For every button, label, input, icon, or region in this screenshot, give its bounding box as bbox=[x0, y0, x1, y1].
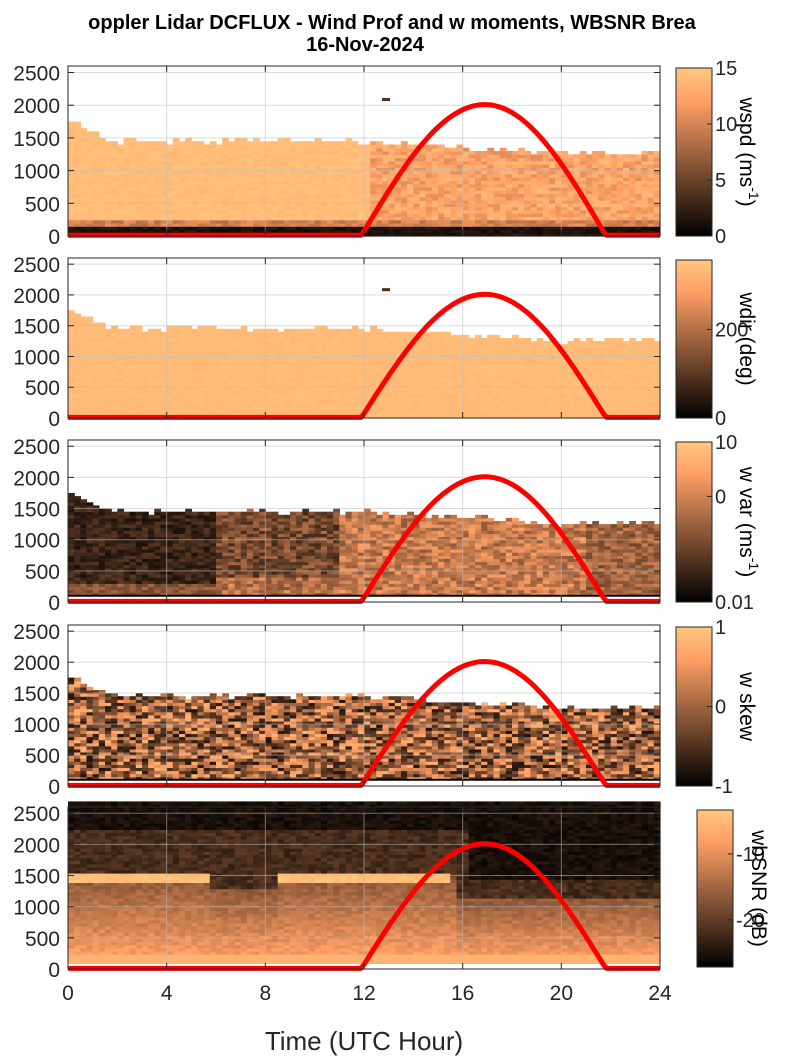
y-tick-label: 1000 bbox=[13, 530, 60, 553]
x-tick-label: 4 bbox=[161, 982, 173, 1005]
x-tick-label: 20 bbox=[550, 982, 573, 1005]
colorbar-tick-label: 10 bbox=[715, 114, 737, 136]
y-tick-label: 2500 bbox=[13, 63, 60, 86]
colorbar-tick-label: 0 bbox=[715, 697, 726, 719]
colorbar bbox=[675, 259, 713, 419]
y-tick-label: 2500 bbox=[13, 436, 60, 459]
y-tick-label: 1000 bbox=[13, 897, 60, 920]
colorbar bbox=[675, 441, 713, 603]
colorbar bbox=[696, 809, 734, 968]
y-tick-label: 1500 bbox=[13, 128, 60, 151]
colorbar-tick-label: 0.01 bbox=[715, 592, 754, 614]
panel-2: 0 500 1000 1500 2000 2500 0.01 0 10 w var (ms-1) bbox=[13, 432, 762, 615]
y-tick-label: 1500 bbox=[13, 683, 60, 706]
y-tick-label: 1000 bbox=[13, 714, 60, 737]
y-tick-label: 2000 bbox=[13, 467, 60, 490]
y-tick-label: 500 bbox=[25, 928, 60, 951]
y-tick-label: 0 bbox=[48, 959, 60, 982]
y-tick-label: 1500 bbox=[13, 499, 60, 522]
colorbar-label: w var (ms-1) bbox=[735, 466, 762, 577]
heatmap-cells bbox=[68, 121, 661, 237]
colorbar-tick-label: 200 bbox=[715, 320, 748, 342]
panel-3: 0 500 1000 1500 2000 2500 -1 0 1 w skew bbox=[13, 617, 758, 799]
colorbar bbox=[675, 67, 713, 237]
y-tick-label: 2500 bbox=[13, 254, 60, 277]
y-tick-label: 500 bbox=[25, 561, 60, 584]
heatmap-cells bbox=[68, 493, 661, 597]
x-tick-label: 0 bbox=[62, 982, 74, 1005]
colorbar-tick-label: 0 bbox=[715, 226, 726, 248]
y-tick-label: 1500 bbox=[13, 866, 60, 889]
x-tick-label: 24 bbox=[648, 982, 672, 1005]
y-tick-label: 0 bbox=[48, 592, 60, 615]
x-axis-label: Time (UTC Hour) bbox=[265, 1026, 463, 1056]
x-tick-label: 16 bbox=[451, 982, 474, 1005]
y-tick-label: 500 bbox=[25, 377, 60, 400]
colorbar-tick-label: -1 bbox=[715, 776, 733, 798]
y-tick-label: 0 bbox=[48, 226, 60, 249]
figure-title: oppler Lidar DCFLUX - Wind Prof and w mo… bbox=[88, 12, 696, 34]
colorbar-label: wdir (deg) bbox=[735, 291, 758, 385]
x-tick-label: 12 bbox=[352, 982, 375, 1005]
colorbar-tick-label: -10 bbox=[736, 844, 765, 866]
isolated-sample bbox=[382, 288, 390, 292]
y-tick-label: 1000 bbox=[13, 161, 60, 184]
colorbar-label: wbSNR (dB) bbox=[747, 829, 770, 947]
colorbar-tick-label: 0 bbox=[715, 408, 726, 430]
colorbar bbox=[675, 626, 713, 787]
heatmap-cells bbox=[68, 677, 661, 781]
y-tick-label: 500 bbox=[25, 193, 60, 216]
panel-4: 0 500 1000 1500 2000 2500 0 4 8 12 16 20 24 -20 -10wbS… bbox=[13, 801, 770, 1005]
figure-date: 16-Nov-2024 bbox=[306, 34, 424, 56]
y-tick-label: 1000 bbox=[13, 346, 60, 369]
colorbar-tick-label: -20 bbox=[736, 910, 765, 932]
y-tick-label: 0 bbox=[48, 408, 60, 431]
x-tick-label: 8 bbox=[259, 982, 271, 1005]
colorbar-label: w skew bbox=[735, 671, 758, 742]
y-tick-label: 2000 bbox=[13, 652, 60, 675]
colorbar-tick-label: 10 bbox=[715, 432, 737, 454]
y-tick-label: 2000 bbox=[13, 285, 60, 308]
y-tick-label: 2000 bbox=[13, 95, 60, 118]
panel-0: 0 500 1000 1500 2000 2500 0 5 10 15 wspd (ms-1) bbox=[13, 58, 762, 249]
heatmap-cells bbox=[68, 801, 661, 964]
y-tick-label: 2000 bbox=[13, 834, 60, 857]
y-tick-label: 500 bbox=[25, 745, 60, 768]
y-tick-label: 2500 bbox=[13, 803, 60, 826]
colorbar-tick-label: 0 bbox=[715, 486, 726, 508]
y-tick-label: 0 bbox=[48, 776, 60, 799]
y-tick-label: 1500 bbox=[13, 316, 60, 339]
colorbar-label: wspd (ms-1) bbox=[735, 96, 762, 206]
y-tick-label: 2500 bbox=[13, 621, 60, 644]
colorbar-tick-label: 5 bbox=[715, 170, 726, 192]
colorbar-tick-label: 1 bbox=[715, 617, 726, 639]
colorbar-tick-label: 15 bbox=[715, 58, 737, 80]
isolated-sample bbox=[382, 98, 390, 102]
